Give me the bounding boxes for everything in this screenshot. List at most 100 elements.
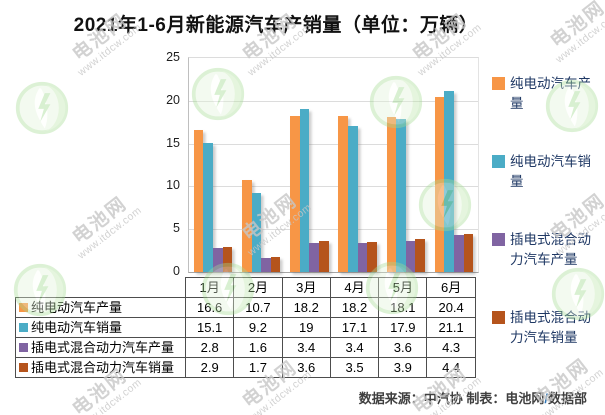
bar (213, 248, 223, 272)
source-note-suffix: 数据部 (547, 391, 587, 406)
bar (319, 241, 329, 272)
value-cell: 4.3 (426, 337, 476, 358)
value-cell: 2.9 (184, 357, 235, 378)
series-label-cell: 纯电动汽车销量 (15, 317, 186, 338)
month-header-cell: 1月 (184, 277, 235, 298)
y-axis-tick-label: 20 (166, 92, 180, 107)
series-swatch-icon (19, 323, 28, 332)
value-cell: 18.2 (281, 297, 331, 318)
series-swatch-icon (19, 303, 28, 312)
bar (261, 258, 271, 272)
bar (463, 234, 474, 272)
bar (290, 116, 300, 272)
value-cell: 2.8 (184, 337, 235, 358)
y-axis-tick-label: 15 (166, 135, 180, 150)
bar (270, 257, 281, 272)
value-cell: 3.6 (281, 357, 331, 378)
bar (396, 118, 406, 272)
bar-group (285, 58, 333, 272)
table-corner-cell (16, 278, 186, 298)
value-cell: 1.7 (233, 357, 283, 378)
legend-swatch-icon (492, 311, 505, 324)
y-axis-tick-label: 10 (166, 178, 180, 193)
month-header-cell: 2月 (233, 277, 283, 298)
legend-label: 纯电动汽车销量 (510, 154, 591, 189)
bar (299, 109, 310, 272)
series-label-cell: 插电式混合动力汽车产量 (15, 337, 186, 358)
series-label-cell: 纯电动汽车产量 (15, 297, 186, 318)
series-label-cell: 插电式混合动力汽车销量 (15, 357, 186, 378)
legend-swatch-icon (492, 77, 505, 90)
value-cell: 3.9 (378, 357, 428, 378)
value-cell: 19 (281, 317, 331, 338)
gridline (189, 229, 478, 231)
value-cell: 3.4 (329, 337, 380, 358)
value-cell: 3.4 (281, 337, 331, 358)
month-header-cell: 4月 (329, 277, 380, 298)
table-row: 插电式混合动力汽车销量 2.9 1.7 3.6 3.5 3.9 4.4 (15, 357, 476, 378)
bar-group (189, 58, 237, 272)
value-cell: 18.2 (329, 297, 380, 318)
source-note-prefix: 数据来源：中汽协 制表：电池网 (358, 391, 545, 406)
bar-group (334, 58, 382, 272)
chart-title: 2021年1-6月新能源汽车产销量（单位：万辆） (73, 15, 479, 36)
legend-item: 插电式混合动力汽车销量 (492, 308, 604, 348)
bar (453, 235, 464, 272)
value-cell: 17.9 (378, 317, 428, 338)
value-cell: 21.1 (426, 317, 476, 338)
gridline (189, 100, 478, 102)
bar (405, 241, 416, 272)
value-cell: 9.2 (233, 317, 283, 338)
bar (386, 117, 397, 272)
bar-group (382, 58, 430, 272)
table-row: 纯电动汽车产量 16.6 10.7 18.2 18.2 18.1 20.4 (15, 297, 476, 318)
legend-label: 纯电动汽车产量 (510, 76, 591, 111)
legend-label: 插电式混合动力汽车产量 (510, 232, 591, 267)
legend-swatch-icon (492, 155, 505, 168)
legend: 纯电动汽车产量 纯电动汽车销量 插电式混合动力汽车产量 插电式混合动力汽车销量 (492, 74, 604, 348)
bar (347, 125, 358, 272)
legend-item: 纯电动汽车销量 (492, 152, 604, 192)
month-header-cell: 5月 (378, 277, 428, 298)
value-cell: 1.6 (233, 337, 283, 358)
bar (203, 142, 214, 272)
legend-item: 插电式混合动力汽车产量 (492, 230, 604, 270)
series-swatch-icon (19, 343, 28, 352)
table-header-row: 1月 2月 3月 4月 5月 6月 (16, 277, 476, 298)
gridline (189, 143, 478, 145)
plot-area (188, 57, 479, 273)
bar (242, 180, 252, 272)
value-cell: 3.5 (329, 357, 380, 378)
gridline (189, 186, 478, 188)
value-cell: 15.1 (184, 317, 235, 338)
y-axis-tick-label: 25 (166, 50, 180, 64)
bar (357, 242, 368, 272)
value-cell: 17.1 (329, 317, 380, 338)
bar (367, 242, 377, 272)
data-table: 1月 2月 3月 4月 5月 6月 纯电动汽车产量 16.6 10.7 18.2 18.2 18.1 2… (15, 277, 476, 378)
source-note-slash: / (544, 391, 548, 406)
bar-group (430, 58, 478, 272)
value-cell: 3.6 (378, 337, 428, 358)
legend-label: 插电式混合动力汽车销量 (510, 310, 591, 345)
month-header-cell: 3月 (281, 277, 331, 298)
value-cell: 20.4 (426, 297, 476, 318)
table-row: 纯电动汽车销量 15.1 9.2 19 17.1 17.9 21.1 (15, 317, 476, 338)
bar (222, 247, 233, 272)
series-swatch-icon (19, 363, 28, 372)
source-note: 数据来源：中汽协 制表：电池网/数据部 (359, 388, 587, 407)
bar (444, 91, 454, 272)
bar (193, 129, 204, 272)
value-cell: 18.1 (378, 297, 428, 318)
y-axis-tick-label: 0 (173, 264, 180, 278)
bar (434, 97, 445, 272)
value-cell: 4.4 (426, 357, 476, 378)
table-row: 插电式混合动力汽车产量 2.8 1.6 3.4 3.4 3.6 4.3 (15, 337, 476, 358)
value-cell: 16.6 (184, 297, 235, 318)
legend-swatch-icon (492, 233, 505, 246)
bar (415, 238, 425, 272)
bar-group (237, 58, 285, 272)
bar (251, 193, 262, 272)
